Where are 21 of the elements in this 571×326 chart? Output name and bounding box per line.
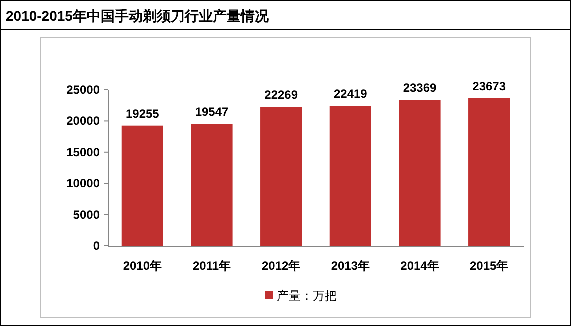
ytick: 20000: [66, 114, 100, 128]
ytick: 15000: [66, 145, 100, 160]
data-label: 23673: [472, 79, 506, 94]
ytick: 0: [93, 239, 100, 253]
data-label: 22269: [264, 88, 298, 102]
data-label: 23369: [403, 81, 437, 96]
xtick: 2013年: [331, 259, 370, 273]
xtick: 2012年: [262, 259, 301, 273]
ytick: 25000: [66, 83, 100, 97]
legend-label: 产量：万把: [277, 289, 337, 303]
data-label: 19547: [195, 105, 229, 120]
xtick: 2015年: [470, 259, 509, 273]
xtick: 2014年: [400, 259, 440, 273]
legend: 产量：万把: [265, 289, 337, 303]
ytick: 10000: [66, 176, 100, 191]
data-label: 19255: [126, 106, 160, 121]
xtick: 2010年: [123, 259, 162, 273]
data-label: 22419: [334, 87, 368, 102]
ytick: 5000: [73, 208, 100, 222]
title: 2010-2015年中国手动剃须刀行业产量情况: [6, 8, 269, 24]
xtick: 2011年: [192, 259, 232, 273]
